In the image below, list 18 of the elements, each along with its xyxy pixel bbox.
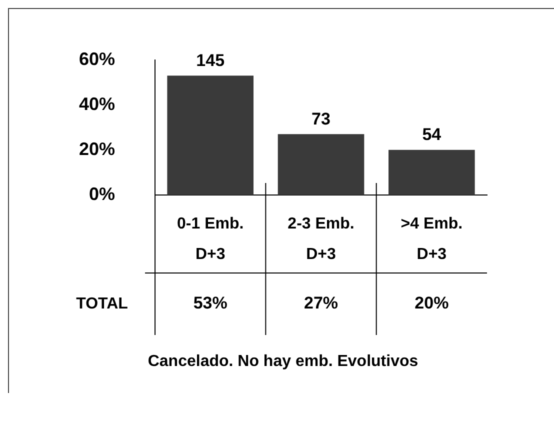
data-label: 27% [304,294,338,313]
annotation: 54 [422,125,442,144]
bar [388,150,475,195]
data-label: 20% [414,294,449,313]
y-tick-label: 0% [89,184,116,204]
x-tick-label: 0-1 Emb. D+3 [177,216,244,264]
annotation: 73 [312,109,330,128]
text: TOTAL [76,295,128,312]
annotation: 145 [196,50,225,70]
bar [278,134,364,195]
y-tick-label: 20% [78,138,116,159]
x-tick-label: 2-3 Emb. D+3 [288,216,354,264]
bar [167,76,254,195]
y-tick-label: 60% [78,48,116,69]
y-tick-label: 40% [78,94,116,114]
x-tick-label: >4 Emb. D+3 [400,216,463,264]
text: Cancelado. No hay emb. Evolutivos [146,353,420,371]
data-label: 53% [193,294,228,313]
